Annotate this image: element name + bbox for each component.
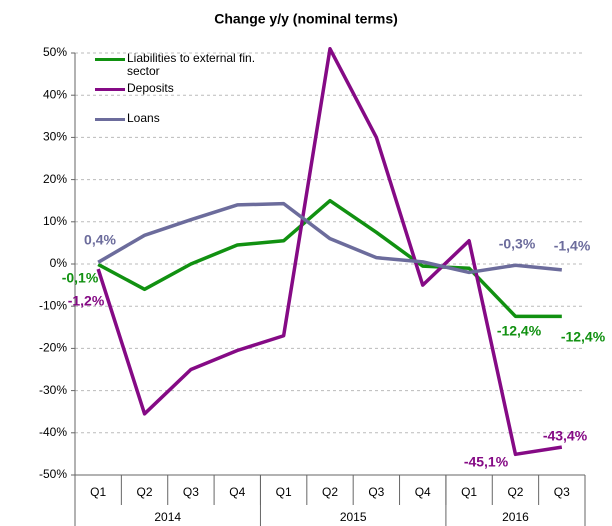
x-tick-label: Q2 (322, 485, 338, 499)
legend-swatch (95, 88, 125, 91)
y-tick-label: 10% (43, 214, 67, 228)
x-tick-label: Q1 (461, 485, 477, 499)
y-tick-label: 40% (43, 87, 67, 101)
y-tick-label: 50% (43, 45, 67, 59)
x-tick-label: Q1 (90, 485, 106, 499)
x-tick-label: Q3 (554, 485, 570, 499)
legend-item: Deposits (95, 82, 317, 95)
data-label: -0,3% (499, 236, 536, 252)
x-tick-label: Q1 (276, 485, 292, 499)
x-tick-label: Q2 (137, 485, 153, 499)
x-tick-label: Q4 (415, 485, 431, 499)
y-tick-label: -10% (39, 298, 67, 312)
y-tick-label: -50% (39, 467, 67, 481)
x-tick-label: Q3 (368, 485, 384, 499)
data-label: -12,4% (497, 323, 542, 339)
data-label: -1,2% (68, 293, 105, 309)
data-label: -12,4% (561, 329, 606, 345)
x-tick-label: Q2 (507, 485, 523, 499)
data-label: -43,4% (543, 428, 588, 444)
data-label: 0,4% (84, 232, 116, 248)
y-tick-label: -30% (39, 383, 67, 397)
y-tick-label: 20% (43, 172, 67, 186)
legend-item: Loans (95, 112, 317, 125)
series-line (96, 47, 563, 457)
x-group-label: 2016 (502, 510, 529, 524)
data-label: -0,1% (62, 270, 99, 286)
y-tick-label: -20% (39, 341, 67, 355)
legend-item: Liabilities to external fin. sector (95, 52, 317, 78)
x-tick-label: Q4 (229, 485, 245, 499)
data-label: -45,1% (464, 454, 509, 470)
y-tick-label: -40% (39, 425, 67, 439)
chart-title: Change y/y (nominal terms) (214, 11, 398, 27)
series-line (97, 201, 562, 275)
legend-swatch (95, 58, 125, 61)
legend-swatch (95, 118, 125, 121)
y-tick-label: 30% (43, 130, 67, 144)
x-group-label: 2014 (154, 510, 181, 524)
x-group-label: 2015 (340, 510, 367, 524)
y-tick-label: 0% (50, 256, 68, 270)
legend-label: Loans (127, 111, 160, 125)
legend-label: Deposits (127, 81, 174, 95)
data-label: -1,4% (554, 238, 591, 254)
legend-label: Liabilities to external fin. sector (127, 51, 256, 78)
x-tick-label: Q3 (183, 485, 199, 499)
series-line (97, 198, 562, 319)
